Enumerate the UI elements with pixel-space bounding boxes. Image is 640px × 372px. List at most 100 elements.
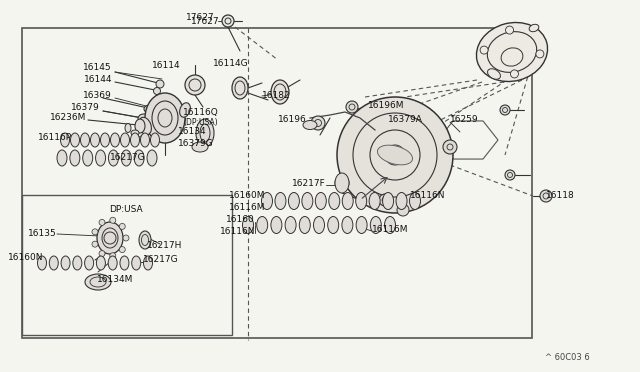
Ellipse shape [271,217,282,234]
Ellipse shape [131,130,139,136]
Ellipse shape [70,133,79,147]
Circle shape [353,113,437,197]
Ellipse shape [356,192,367,209]
Ellipse shape [243,217,253,234]
Circle shape [536,50,544,58]
Circle shape [119,247,125,253]
Ellipse shape [275,192,286,209]
Ellipse shape [108,256,117,270]
Ellipse shape [138,114,152,124]
Circle shape [540,190,552,202]
Ellipse shape [131,133,140,147]
Ellipse shape [141,133,150,147]
Text: (DP:USA): (DP:USA) [183,118,218,126]
Ellipse shape [73,256,82,270]
Ellipse shape [144,105,156,113]
Text: 16116M: 16116M [372,225,408,234]
Text: 16379: 16379 [71,103,100,112]
Ellipse shape [120,256,129,270]
Text: 16236M: 16236M [50,113,86,122]
Circle shape [397,204,409,216]
Circle shape [346,101,358,113]
Ellipse shape [81,133,90,147]
Ellipse shape [145,93,185,143]
Ellipse shape [38,256,47,270]
Ellipse shape [303,121,317,129]
Ellipse shape [501,48,523,66]
Circle shape [443,140,457,154]
Circle shape [123,235,129,241]
Ellipse shape [49,256,58,270]
Ellipse shape [143,256,152,270]
Circle shape [370,130,420,180]
Ellipse shape [141,234,148,246]
Ellipse shape [152,101,178,135]
Text: ^ 60C03 6: ^ 60C03 6 [545,353,590,362]
Ellipse shape [70,150,80,166]
Ellipse shape [196,119,214,147]
Circle shape [349,104,355,110]
Text: 16144: 16144 [83,74,112,83]
Circle shape [110,217,116,223]
Circle shape [508,173,513,177]
Circle shape [189,79,201,91]
Circle shape [447,144,453,150]
Ellipse shape [476,22,548,81]
Ellipse shape [95,150,106,166]
Ellipse shape [378,145,413,165]
Ellipse shape [158,109,172,127]
Circle shape [311,116,325,130]
Text: 16114G: 16114G [213,58,248,67]
Text: 16217G: 16217G [110,154,146,163]
Ellipse shape [108,150,118,166]
Text: 16116Q: 16116Q [183,109,219,118]
Text: 17627: 17627 [186,13,215,22]
Ellipse shape [90,133,99,147]
Ellipse shape [150,133,159,147]
Circle shape [511,70,518,78]
Text: 16135: 16135 [28,228,57,237]
Text: 16134: 16134 [178,126,207,135]
Circle shape [110,253,116,259]
Ellipse shape [271,80,289,104]
Text: 16116M: 16116M [228,202,265,212]
Text: 16379A: 16379A [388,115,423,125]
Circle shape [500,105,510,115]
Text: 16217G: 16217G [143,256,179,264]
Text: 16369: 16369 [83,90,112,99]
Ellipse shape [232,77,248,99]
Text: 16196M: 16196M [368,100,404,109]
Text: 16259: 16259 [450,115,479,125]
Ellipse shape [274,84,286,100]
Circle shape [225,18,231,24]
Text: 16118: 16118 [546,192,575,201]
Ellipse shape [488,69,500,79]
Text: DP:USA: DP:USA [109,205,143,215]
Circle shape [480,46,488,54]
Circle shape [99,219,105,225]
Ellipse shape [383,192,394,209]
Text: 16160M: 16160M [228,192,265,201]
Text: 16116N: 16116N [220,228,255,237]
Circle shape [506,26,513,34]
Ellipse shape [529,24,539,32]
Ellipse shape [90,277,106,287]
Bar [22,28,532,338]
Ellipse shape [111,133,120,147]
Ellipse shape [83,150,93,166]
Text: 17627: 17627 [191,16,220,26]
Ellipse shape [135,119,145,133]
Ellipse shape [257,217,268,234]
Ellipse shape [61,133,70,147]
Circle shape [505,170,515,180]
Ellipse shape [97,256,106,270]
Circle shape [543,193,549,199]
Text: 16217F: 16217F [292,179,326,187]
Ellipse shape [61,256,70,270]
Circle shape [99,251,105,257]
Ellipse shape [120,133,129,147]
Ellipse shape [316,192,326,209]
Ellipse shape [314,217,324,234]
Ellipse shape [84,256,93,270]
Circle shape [185,75,205,95]
